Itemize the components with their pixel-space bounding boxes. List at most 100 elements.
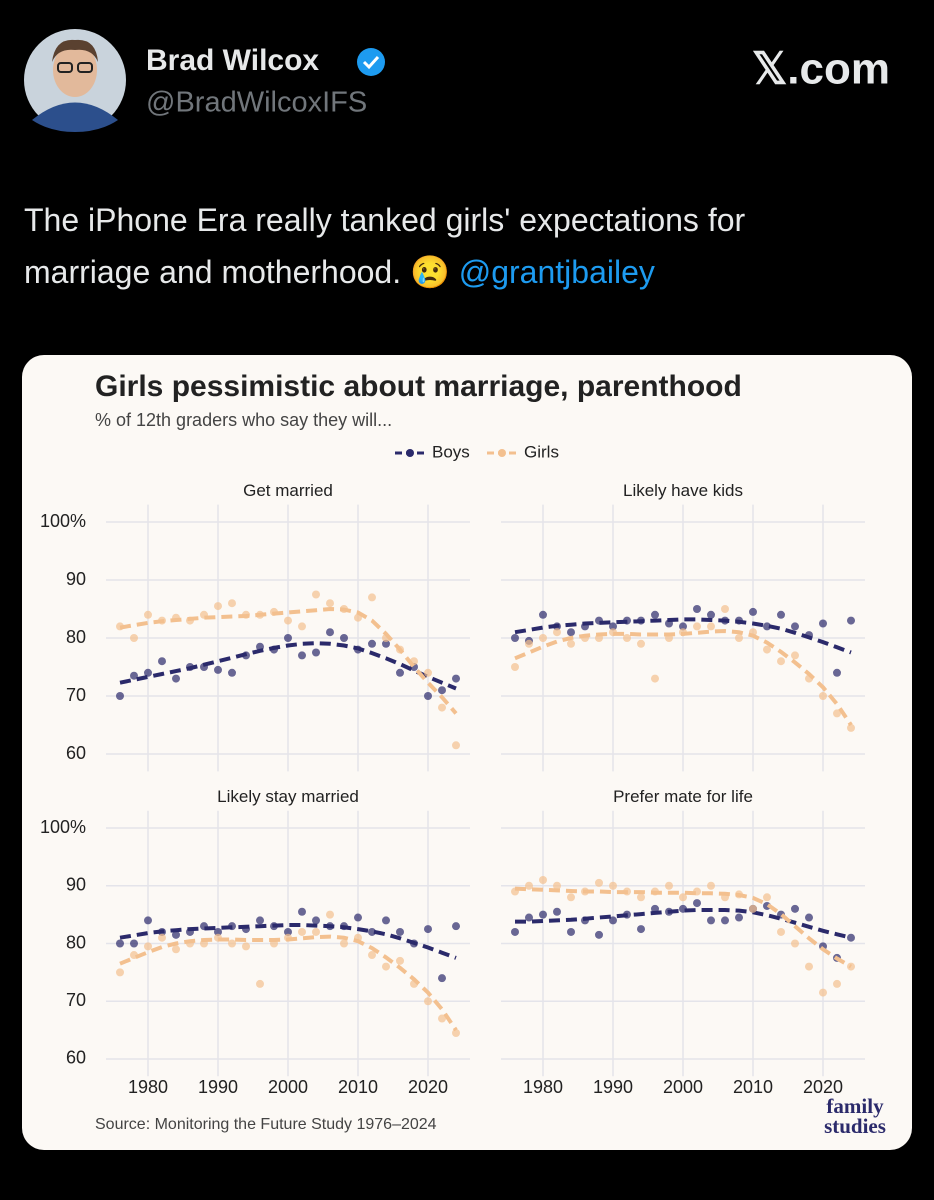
data-point — [452, 674, 460, 683]
data-point — [452, 922, 460, 931]
y-tick-label: 70 — [66, 990, 86, 1010]
trend-line — [119, 641, 457, 691]
data-point — [452, 741, 460, 750]
data-point — [777, 610, 785, 619]
y-tick-label: 100% — [40, 511, 86, 531]
logo: family — [826, 1094, 884, 1118]
panel-title: Likely have kids — [623, 481, 743, 500]
data-point — [130, 671, 138, 680]
data-point — [228, 939, 236, 948]
data-point — [228, 668, 236, 677]
author-name[interactable]: Brad Wilcox — [146, 44, 319, 77]
data-point — [707, 916, 715, 925]
data-point — [228, 599, 236, 608]
data-point — [609, 916, 617, 925]
data-point — [116, 939, 124, 948]
x-tick-label: 2020 — [803, 1077, 843, 1097]
x-tick-label: 2000 — [663, 1077, 703, 1097]
data-point — [424, 692, 432, 700]
chart-title: Girls pessimistic about marriage, parent… — [95, 370, 742, 403]
data-point — [791, 651, 799, 660]
data-point — [707, 610, 715, 619]
data-point — [424, 925, 432, 934]
chart-subtitle: % of 12th graders who say they will... — [95, 410, 392, 430]
data-point — [525, 881, 533, 890]
data-point — [819, 692, 827, 700]
data-point — [525, 639, 533, 648]
data-point — [284, 927, 292, 936]
data-point — [651, 610, 659, 619]
data-point — [679, 893, 687, 902]
data-point — [214, 665, 222, 674]
data-point — [623, 634, 631, 642]
panel-title: Prefer mate for life — [613, 787, 753, 806]
data-point — [382, 916, 390, 925]
y-tick-label: 60 — [66, 1048, 86, 1068]
data-point — [567, 893, 575, 902]
data-point — [396, 927, 404, 936]
data-point — [609, 881, 617, 890]
y-tick-label: 90 — [66, 569, 86, 589]
data-point — [298, 927, 306, 936]
x-tick-label: 2010 — [733, 1077, 773, 1097]
data-point — [805, 962, 813, 971]
data-point — [396, 956, 404, 965]
data-point — [368, 639, 376, 648]
y-tick-label: 60 — [66, 743, 86, 763]
data-point — [424, 997, 432, 1006]
panel-title: Likely stay married — [217, 787, 359, 806]
data-point — [424, 668, 432, 677]
data-point — [144, 668, 152, 677]
data-point — [735, 913, 743, 922]
trend-line — [514, 617, 852, 655]
data-point — [340, 634, 348, 642]
data-point — [595, 878, 603, 887]
data-point — [805, 913, 813, 922]
data-point — [438, 974, 446, 983]
data-point — [749, 607, 757, 616]
data-point — [679, 622, 687, 631]
site-label: 𝕏.com — [752, 45, 890, 94]
data-point — [721, 916, 729, 925]
data-point — [539, 875, 547, 884]
data-point — [396, 668, 404, 677]
data-point — [214, 602, 222, 611]
data-point — [707, 881, 715, 890]
data-point — [116, 692, 124, 700]
data-point — [511, 663, 519, 671]
y-tick-label: 100% — [40, 817, 86, 837]
data-point — [340, 939, 348, 948]
data-point — [539, 610, 547, 619]
data-point — [721, 605, 729, 613]
data-point — [567, 927, 575, 936]
panel-title: Get married — [243, 481, 333, 500]
data-point — [791, 622, 799, 631]
legend-marker — [498, 449, 506, 457]
avatar[interactable] — [24, 29, 126, 132]
data-point — [749, 904, 757, 913]
data-point — [637, 639, 645, 648]
data-point — [326, 910, 334, 919]
data-point — [511, 927, 519, 936]
data-point — [242, 942, 250, 951]
data-point — [833, 668, 841, 677]
data-point — [326, 628, 334, 637]
y-tick-label: 80 — [66, 627, 86, 647]
data-point — [791, 904, 799, 913]
data-point — [130, 634, 138, 642]
data-point — [312, 648, 320, 657]
data-point — [298, 651, 306, 660]
data-point — [525, 913, 533, 922]
data-point — [833, 979, 841, 988]
data-point — [438, 686, 446, 695]
data-point — [553, 881, 561, 890]
data-point — [777, 657, 785, 666]
data-point — [567, 628, 575, 637]
data-point — [693, 622, 701, 631]
verified-badge — [357, 48, 385, 76]
author-handle[interactable]: @BradWilcoxIFS — [146, 87, 367, 119]
tweet-text: The iPhone Era really tanked girls' expe… — [24, 194, 869, 298]
mention-link[interactable]: @grantjbailey — [458, 254, 655, 290]
data-point — [158, 657, 166, 666]
